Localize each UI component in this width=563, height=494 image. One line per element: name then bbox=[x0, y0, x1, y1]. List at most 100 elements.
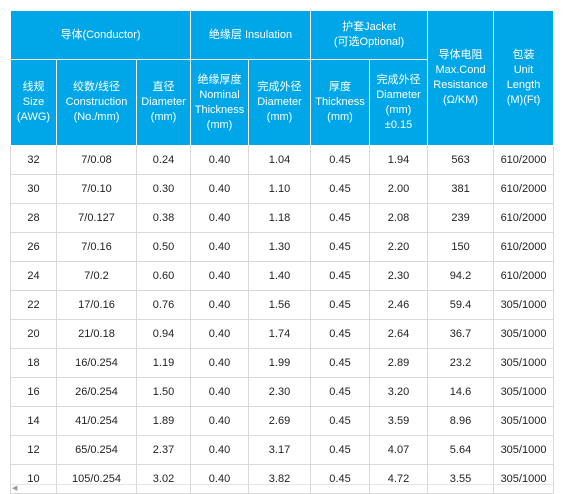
table-cell: 1.30 bbox=[248, 232, 311, 262]
table-body: 32 7/0.08 0.24 0.40 1.04 0.45 1.94 563 610/2000 3… bbox=[10, 145, 555, 494]
table-cell: 7/0.08 bbox=[56, 145, 137, 175]
scroll-left-arrow-icon[interactable]: ◀ bbox=[12, 485, 18, 492]
table-cell: 7/0.2 bbox=[56, 261, 137, 291]
table-cell: 12 bbox=[10, 435, 57, 465]
header-jacket-line1: 护套Jacket bbox=[342, 21, 396, 33]
table-cell: 1.94 bbox=[368, 145, 429, 175]
table-row: 28 7/0.127 0.38 0.40 1.18 0.45 2.08 239 610/2000 bbox=[10, 203, 555, 233]
header-length-line: Unit bbox=[513, 64, 534, 76]
header-insulation: 绝缘层 Insulation bbox=[190, 10, 311, 60]
table-cell: 3.02 bbox=[136, 464, 191, 494]
header-jk-od-line: 完成外径 bbox=[376, 73, 421, 86]
table-cell: 2.46 bbox=[368, 290, 429, 320]
header-ins-od-line: 完成外径 bbox=[257, 81, 302, 93]
header-construction-line: 绞数/线径 bbox=[72, 81, 121, 93]
table-cell: 305/1000 bbox=[493, 319, 555, 349]
header-resistance-line: Resistance bbox=[433, 79, 488, 91]
table-cell: 2.30 bbox=[368, 261, 429, 291]
header-size: 线规 Size (AWG) bbox=[10, 59, 57, 146]
table-cell: 2.20 bbox=[368, 232, 429, 262]
table-cell: 239 bbox=[427, 203, 495, 233]
header-size-line: (AWG) bbox=[16, 111, 51, 123]
table-cell: 94.2 bbox=[427, 261, 495, 291]
table-cell: 2.69 bbox=[248, 406, 311, 436]
table-cell: 305/1000 bbox=[493, 406, 555, 436]
table-cell: 105/0.254 bbox=[56, 464, 137, 494]
table-cell: 0.40 bbox=[190, 174, 249, 204]
header-jk-thickness-line: Thickness bbox=[315, 96, 365, 108]
table-cell: 0.50 bbox=[136, 232, 191, 262]
table-cell: 1.56 bbox=[248, 290, 311, 320]
table-cell: 2.08 bbox=[368, 203, 429, 233]
table-row: 26 7/0.16 0.50 0.40 1.30 0.45 2.20 150 610/2000 bbox=[10, 232, 555, 262]
table-cell: 7/0.16 bbox=[56, 232, 137, 262]
table-cell: 0.40 bbox=[190, 377, 249, 407]
header-diameter-line: Diameter bbox=[141, 96, 186, 108]
table-cell: 14 bbox=[10, 406, 57, 436]
table-cell: 305/1000 bbox=[493, 290, 555, 320]
table-cell: 30 bbox=[10, 174, 57, 204]
table-cell: 0.40 bbox=[190, 145, 249, 175]
header-conductor: 导体(Conductor) bbox=[10, 10, 191, 60]
table-cell: 0.38 bbox=[136, 203, 191, 233]
table-row: 14 41/0.254 1.89 0.40 2.69 0.45 3.59 8.96 305/10… bbox=[10, 406, 555, 436]
table-cell: 32 bbox=[10, 145, 57, 175]
table-cell: 0.40 bbox=[190, 435, 249, 465]
table-cell: 26/0.254 bbox=[56, 377, 137, 407]
table-cell: 0.40 bbox=[190, 319, 249, 349]
table-cell: 381 bbox=[427, 174, 495, 204]
table-cell: 305/1000 bbox=[493, 435, 555, 465]
table-cell: 26 bbox=[10, 232, 57, 262]
header-row-columns: 线规 Size (AWG) 绞数/线径 Construction (No./mm… bbox=[10, 59, 554, 146]
table-cell: 0.40 bbox=[190, 464, 249, 494]
table-cell: 610/2000 bbox=[493, 174, 555, 204]
table-cell: 1.89 bbox=[136, 406, 191, 436]
header-jk-od-line: Diameter bbox=[376, 88, 421, 101]
table-row: 32 7/0.08 0.24 0.40 1.04 0.45 1.94 563 610/2000 bbox=[10, 145, 555, 175]
table-cell: 150 bbox=[427, 232, 495, 262]
table-cell: 36.7 bbox=[427, 319, 495, 349]
table-cell: 8.96 bbox=[427, 406, 495, 436]
table-row: 16 26/0.254 1.50 0.40 2.30 0.45 3.20 14.6 305/10… bbox=[10, 377, 555, 407]
horizontal-scrollbar[interactable]: ◀ bbox=[10, 484, 553, 493]
header-size-line: Size bbox=[22, 96, 45, 108]
table-row: 18 16/0.254 1.19 0.40 1.99 0.45 2.89 23.2 305/10… bbox=[10, 348, 555, 378]
table-cell: 1.19 bbox=[136, 348, 191, 378]
table-cell: 3.17 bbox=[248, 435, 311, 465]
header-resistance-line: Max.Cond bbox=[435, 64, 486, 76]
table-cell: 20 bbox=[10, 319, 57, 349]
header-length: 包装 Unit Length (M)(Ft) bbox=[493, 10, 555, 146]
table-row: 12 65/0.254 2.37 0.40 3.17 0.45 4.07 5.64 305/10… bbox=[10, 435, 555, 465]
table-cell: 3.55 bbox=[427, 464, 495, 494]
table-cell: 0.30 bbox=[136, 174, 191, 204]
header-row-group: 导体(Conductor) 绝缘层 Insulation 护套Jacket (可… bbox=[10, 10, 555, 146]
table-cell: 610/2000 bbox=[493, 203, 555, 233]
table-cell: 0.45 bbox=[310, 145, 370, 175]
header-jk-thickness-line: (mm) bbox=[327, 111, 353, 123]
header-jk-od: 完成外径 Diameter (mm) ±0.15 bbox=[368, 59, 429, 146]
cable-spec-table: 导体(Conductor) 绝缘层 Insulation 护套Jacket (可… bbox=[10, 10, 555, 494]
table-cell: 610/2000 bbox=[493, 232, 555, 262]
header-construction-line: Construction bbox=[65, 96, 128, 108]
table-cell: 3.20 bbox=[368, 377, 429, 407]
header-jk-thickness: 厚度 Thickness (mm) bbox=[310, 59, 370, 146]
table-cell: 0.40 bbox=[190, 348, 249, 378]
table-cell: 7/0.127 bbox=[56, 203, 137, 233]
header-resistance-line: (Ω/KM) bbox=[442, 94, 479, 106]
table-cell: 0.45 bbox=[310, 464, 370, 494]
table-cell: 17/0.16 bbox=[56, 290, 137, 320]
table-cell: 305/1000 bbox=[493, 464, 555, 494]
header-ins-od: 完成外径 Diameter (mm) bbox=[248, 59, 311, 146]
table-cell: 0.45 bbox=[310, 377, 370, 407]
table-cell: 0.45 bbox=[310, 406, 370, 436]
header-ins-thickness-line: Nominal bbox=[199, 88, 240, 101]
table-cell: 0.45 bbox=[310, 261, 370, 291]
table-cell: 4.07 bbox=[368, 435, 429, 465]
table-cell: 0.45 bbox=[310, 232, 370, 262]
table-cell: 305/1000 bbox=[493, 348, 555, 378]
table-cell: 305/1000 bbox=[493, 377, 555, 407]
table-cell: 22 bbox=[10, 290, 57, 320]
table-row: 22 17/0.16 0.76 0.40 1.56 0.45 2.46 59.4 305/100… bbox=[10, 290, 555, 320]
table-cell: 4.72 bbox=[368, 464, 429, 494]
header-construction: 绞数/线径 Construction (No./mm) bbox=[56, 59, 137, 146]
